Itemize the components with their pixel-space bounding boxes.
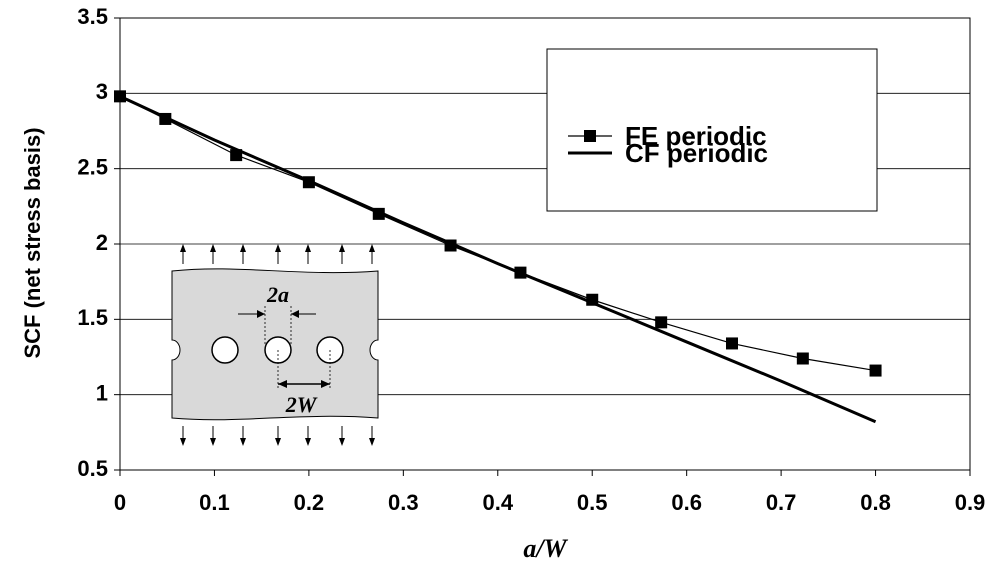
fe-point-5 — [444, 239, 457, 252]
y-axis-label: SCF (net stress basis) — [20, 127, 45, 358]
fe-point-11 — [869, 364, 882, 377]
x-tick-label-6: 0.6 — [671, 490, 702, 515]
x-tick-label-5: 0.5 — [577, 490, 608, 515]
dim-2w-left-head — [278, 380, 287, 388]
legend-fe-label: FE periodic — [625, 121, 767, 151]
dim-2a-left-head — [257, 310, 265, 318]
bottom-arrow-head-3 — [275, 438, 281, 446]
bottom-arrow-head-0 — [180, 438, 186, 446]
fe-point-1 — [159, 112, 172, 125]
top-arrow-head-6 — [369, 244, 375, 252]
legend: FE periodic CF periodic — [546, 48, 878, 212]
legend-box — [546, 48, 878, 212]
y-tick-label-5: 3 — [96, 79, 108, 104]
bottom-arrow-head-1 — [210, 438, 216, 446]
x-tick-label-8: 0.8 — [860, 490, 891, 515]
data-series — [114, 90, 882, 424]
y-tick-label-1: 1 — [96, 380, 108, 405]
top-load-arrows — [180, 244, 375, 264]
bottom-arrow-head-6 — [369, 438, 375, 446]
fe-point-3 — [302, 176, 315, 189]
top-arrow-head-3 — [275, 244, 281, 252]
bottom-load-arrows — [180, 426, 375, 446]
bottom-arrow-head-2 — [240, 438, 246, 446]
y-tick-label-2: 1.5 — [77, 305, 108, 330]
legend-cf-label: CF periodic — [625, 138, 768, 168]
y-tick-label-6: 3.5 — [77, 4, 108, 29]
top-arrow-head-0 — [180, 244, 186, 252]
x-tick-label-7: 0.7 — [766, 490, 797, 515]
y-tick-label-4: 2.5 — [77, 154, 108, 179]
top-arrow-head-1 — [210, 244, 216, 252]
hole-1 — [211, 336, 239, 364]
series-fe-periodic-line — [119, 95, 876, 372]
legend-fe-marker — [584, 130, 596, 142]
x-tick-label-0: 0 — [114, 490, 126, 515]
plate-schematic: 2a 2W — [171, 244, 379, 446]
top-arrow-head-2 — [240, 244, 246, 252]
fe-point-10 — [796, 352, 809, 365]
fe-point-0 — [114, 90, 126, 103]
fe-point-6 — [514, 266, 527, 279]
y-tick-label-0: 0.5 — [77, 456, 108, 481]
fe-point-4 — [372, 207, 385, 220]
dim-2a-label: 2a — [266, 282, 289, 307]
dim-2a-right-head — [291, 310, 299, 318]
x-axis-label: a/W — [523, 534, 568, 563]
x-tick-labels: 0 0.1 0.2 0.3 0.4 0.5 0.6 0.7 0.8 0.9 — [114, 490, 985, 515]
dim-2w-label: 2W — [285, 392, 318, 417]
plot-frame — [119, 17, 971, 471]
fe-point-9 — [726, 337, 738, 350]
bottom-arrow-head-5 — [339, 438, 345, 446]
top-arrow-head-5 — [339, 244, 345, 252]
dim-2w-right-head — [321, 380, 330, 388]
top-arrow-head-4 — [305, 244, 311, 252]
fe-point-2 — [230, 149, 243, 162]
x-tick-label-9: 0.9 — [955, 490, 986, 515]
x-tick-label-3: 0.3 — [388, 490, 419, 515]
x-tick-label-1: 0.1 — [199, 490, 230, 515]
y-tick-labels: 0.5 1 1.5 2 2.5 3 3.5 — [77, 4, 108, 481]
y-tick-label-3: 2 — [96, 230, 108, 255]
fe-point-8 — [655, 316, 668, 329]
x-tick-label-4: 0.4 — [482, 490, 513, 515]
x-tick-label-2: 0.2 — [294, 490, 325, 515]
fe-point-7 — [586, 293, 599, 306]
bottom-arrow-head-4 — [305, 438, 311, 446]
